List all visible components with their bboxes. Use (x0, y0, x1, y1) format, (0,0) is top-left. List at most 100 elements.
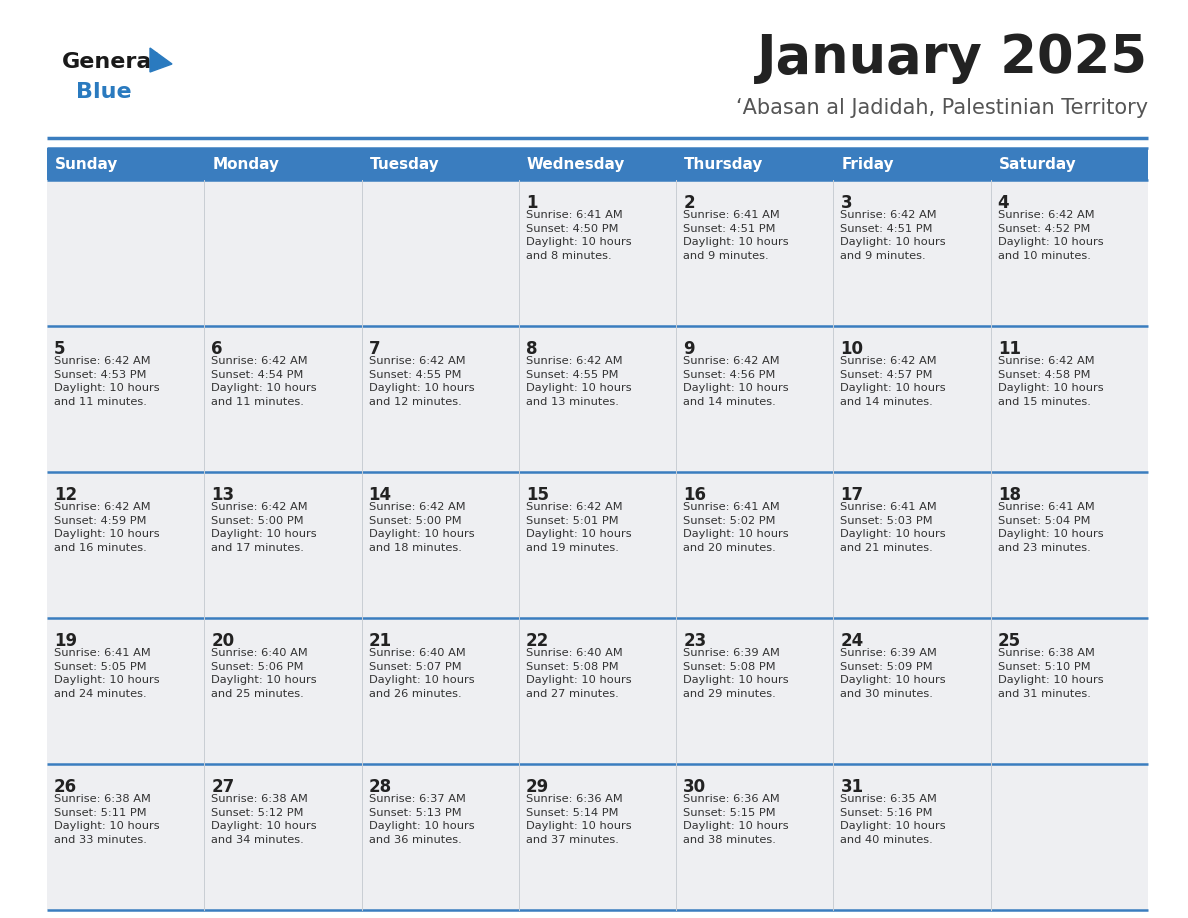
Bar (991, 326, 1148, 472)
Bar (991, 764, 1148, 910)
Bar (204, 326, 361, 472)
Bar (834, 148, 991, 180)
Text: ‘Abasan al Jadidah, Palestinian Territory: ‘Abasan al Jadidah, Palestinian Territor… (735, 98, 1148, 118)
Bar (834, 326, 991, 472)
Text: Sunrise: 6:36 AM
Sunset: 5:15 PM
Daylight: 10 hours
and 38 minutes.: Sunrise: 6:36 AM Sunset: 5:15 PM Dayligh… (683, 794, 789, 845)
Text: Thursday: Thursday (684, 156, 764, 172)
Bar (361, 472, 519, 618)
Bar (519, 472, 676, 618)
Text: Sunrise: 6:42 AM
Sunset: 4:57 PM
Daylight: 10 hours
and 14 minutes.: Sunrise: 6:42 AM Sunset: 4:57 PM Dayligh… (840, 356, 946, 407)
Text: Sunday: Sunday (55, 156, 119, 172)
Text: Sunrise: 6:41 AM
Sunset: 4:51 PM
Daylight: 10 hours
and 9 minutes.: Sunrise: 6:41 AM Sunset: 4:51 PM Dayligh… (683, 210, 789, 261)
Bar (361, 326, 519, 472)
Bar (676, 326, 834, 472)
Text: 20: 20 (211, 632, 234, 650)
Text: Monday: Monday (213, 156, 279, 172)
Text: Sunrise: 6:42 AM
Sunset: 4:55 PM
Daylight: 10 hours
and 12 minutes.: Sunrise: 6:42 AM Sunset: 4:55 PM Dayligh… (368, 356, 474, 407)
Bar (676, 472, 834, 618)
Text: 13: 13 (211, 486, 234, 504)
Text: 9: 9 (683, 340, 695, 358)
Text: Tuesday: Tuesday (369, 156, 440, 172)
Bar (991, 148, 1148, 180)
Bar (204, 180, 361, 326)
Bar (204, 618, 361, 764)
Text: 21: 21 (368, 632, 392, 650)
Text: 27: 27 (211, 778, 234, 796)
Text: Sunrise: 6:42 AM
Sunset: 4:53 PM
Daylight: 10 hours
and 11 minutes.: Sunrise: 6:42 AM Sunset: 4:53 PM Dayligh… (53, 356, 159, 407)
Text: Sunrise: 6:35 AM
Sunset: 5:16 PM
Daylight: 10 hours
and 40 minutes.: Sunrise: 6:35 AM Sunset: 5:16 PM Dayligh… (840, 794, 946, 845)
Text: Wednesday: Wednesday (526, 156, 625, 172)
Text: Sunrise: 6:38 AM
Sunset: 5:11 PM
Daylight: 10 hours
and 33 minutes.: Sunrise: 6:38 AM Sunset: 5:11 PM Dayligh… (53, 794, 159, 845)
Bar (519, 180, 676, 326)
Text: Sunrise: 6:42 AM
Sunset: 4:58 PM
Daylight: 10 hours
and 15 minutes.: Sunrise: 6:42 AM Sunset: 4:58 PM Dayligh… (998, 356, 1104, 407)
Bar (834, 472, 991, 618)
Text: Sunrise: 6:42 AM
Sunset: 4:59 PM
Daylight: 10 hours
and 16 minutes.: Sunrise: 6:42 AM Sunset: 4:59 PM Dayligh… (53, 502, 159, 553)
Text: 12: 12 (53, 486, 77, 504)
Text: 30: 30 (683, 778, 707, 796)
Text: 29: 29 (526, 778, 549, 796)
Text: 14: 14 (368, 486, 392, 504)
Bar (48, 764, 204, 910)
Text: 2: 2 (683, 194, 695, 212)
Bar (361, 180, 519, 326)
Bar (676, 618, 834, 764)
Text: 28: 28 (368, 778, 392, 796)
Bar (834, 618, 991, 764)
Text: Sunrise: 6:42 AM
Sunset: 5:00 PM
Daylight: 10 hours
and 17 minutes.: Sunrise: 6:42 AM Sunset: 5:00 PM Dayligh… (211, 502, 317, 553)
Text: Sunrise: 6:37 AM
Sunset: 5:13 PM
Daylight: 10 hours
and 36 minutes.: Sunrise: 6:37 AM Sunset: 5:13 PM Dayligh… (368, 794, 474, 845)
Text: 26: 26 (53, 778, 77, 796)
Bar (676, 148, 834, 180)
Bar (991, 618, 1148, 764)
Text: 18: 18 (998, 486, 1020, 504)
Text: Saturday: Saturday (999, 156, 1076, 172)
Text: 25: 25 (998, 632, 1020, 650)
Text: 6: 6 (211, 340, 223, 358)
Bar (676, 180, 834, 326)
Text: 4: 4 (998, 194, 1010, 212)
Bar (48, 472, 204, 618)
Bar (204, 472, 361, 618)
Bar (991, 472, 1148, 618)
Text: 7: 7 (368, 340, 380, 358)
Text: Sunrise: 6:42 AM
Sunset: 4:52 PM
Daylight: 10 hours
and 10 minutes.: Sunrise: 6:42 AM Sunset: 4:52 PM Dayligh… (998, 210, 1104, 261)
Bar (676, 764, 834, 910)
Text: 1: 1 (526, 194, 537, 212)
Text: Sunrise: 6:39 AM
Sunset: 5:09 PM
Daylight: 10 hours
and 30 minutes.: Sunrise: 6:39 AM Sunset: 5:09 PM Dayligh… (840, 648, 946, 699)
Bar (519, 326, 676, 472)
Text: 15: 15 (526, 486, 549, 504)
Text: 19: 19 (53, 632, 77, 650)
Text: Sunrise: 6:42 AM
Sunset: 4:54 PM
Daylight: 10 hours
and 11 minutes.: Sunrise: 6:42 AM Sunset: 4:54 PM Dayligh… (211, 356, 317, 407)
Bar (361, 764, 519, 910)
Bar (48, 326, 204, 472)
Text: 8: 8 (526, 340, 537, 358)
Text: Sunrise: 6:41 AM
Sunset: 5:03 PM
Daylight: 10 hours
and 21 minutes.: Sunrise: 6:41 AM Sunset: 5:03 PM Dayligh… (840, 502, 946, 553)
Text: 17: 17 (840, 486, 864, 504)
Text: 10: 10 (840, 340, 864, 358)
Text: Sunrise: 6:42 AM
Sunset: 4:51 PM
Daylight: 10 hours
and 9 minutes.: Sunrise: 6:42 AM Sunset: 4:51 PM Dayligh… (840, 210, 946, 261)
Bar (48, 618, 204, 764)
Polygon shape (150, 48, 172, 72)
Text: Sunrise: 6:41 AM
Sunset: 5:02 PM
Daylight: 10 hours
and 20 minutes.: Sunrise: 6:41 AM Sunset: 5:02 PM Dayligh… (683, 502, 789, 553)
Text: 23: 23 (683, 632, 707, 650)
Text: Sunrise: 6:36 AM
Sunset: 5:14 PM
Daylight: 10 hours
and 37 minutes.: Sunrise: 6:36 AM Sunset: 5:14 PM Dayligh… (526, 794, 632, 845)
Text: January 2025: January 2025 (757, 32, 1148, 84)
Text: Sunrise: 6:42 AM
Sunset: 4:56 PM
Daylight: 10 hours
and 14 minutes.: Sunrise: 6:42 AM Sunset: 4:56 PM Dayligh… (683, 356, 789, 407)
Bar (834, 764, 991, 910)
Bar (834, 180, 991, 326)
Text: 3: 3 (840, 194, 852, 212)
Text: 22: 22 (526, 632, 549, 650)
Text: Sunrise: 6:42 AM
Sunset: 5:01 PM
Daylight: 10 hours
and 19 minutes.: Sunrise: 6:42 AM Sunset: 5:01 PM Dayligh… (526, 502, 632, 553)
Text: Blue: Blue (76, 82, 132, 102)
Bar (991, 180, 1148, 326)
Text: Sunrise: 6:40 AM
Sunset: 5:08 PM
Daylight: 10 hours
and 27 minutes.: Sunrise: 6:40 AM Sunset: 5:08 PM Dayligh… (526, 648, 632, 699)
Text: 31: 31 (840, 778, 864, 796)
Bar (361, 148, 519, 180)
Bar (519, 148, 676, 180)
Bar (204, 764, 361, 910)
Text: Friday: Friday (841, 156, 895, 172)
Bar (48, 148, 204, 180)
Bar (361, 618, 519, 764)
Text: 5: 5 (53, 340, 65, 358)
Bar (48, 180, 204, 326)
Text: Sunrise: 6:39 AM
Sunset: 5:08 PM
Daylight: 10 hours
and 29 minutes.: Sunrise: 6:39 AM Sunset: 5:08 PM Dayligh… (683, 648, 789, 699)
